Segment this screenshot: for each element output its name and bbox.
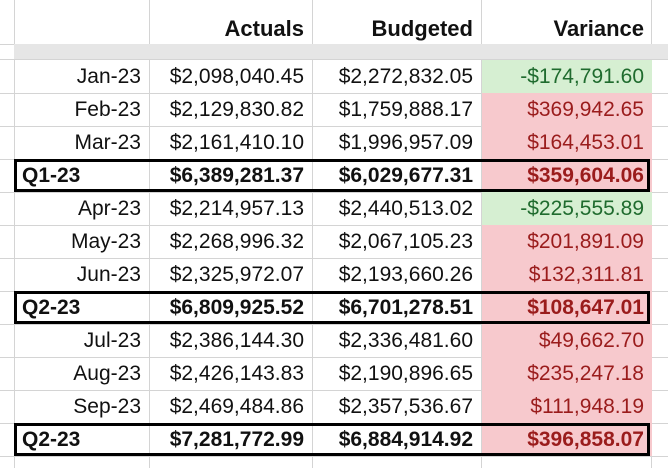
actuals-cell[interactable]: $2,161,410.10 <box>169 131 304 154</box>
budgeted-cell[interactable]: $6,029,677.31 <box>338 164 473 187</box>
row-label-cell[interactable]: Feb-23 <box>74 98 141 121</box>
actuals-cell[interactable]: $2,098,040.45 <box>169 65 304 88</box>
row-gridline <box>0 59 668 60</box>
actuals-cell[interactable]: $2,268,996.32 <box>169 230 304 253</box>
variance-cell[interactable]: $108,647.01 <box>482 291 652 324</box>
row-gridline <box>0 192 668 193</box>
row-gridline <box>0 324 668 325</box>
variance-cell[interactable]: $396,858.07 <box>482 423 652 456</box>
row-gridline <box>0 93 668 94</box>
table-row: Jan-23 $2,098,040.45 $2,272,832.05 -$174,79… <box>0 60 668 93</box>
table-row: May-23 $2,268,996.32 $2,067,105.23 $201,891… <box>0 225 668 258</box>
budgeted-cell[interactable]: $1,759,888.17 <box>338 98 473 121</box>
header-row: Actuals Budgeted Variance <box>0 14 668 47</box>
quarter-total-row: Q1-23 $6,389,281.37 $6,029,677.31 $359,604.… <box>0 159 668 192</box>
row-label-cell[interactable]: Jun-23 <box>76 263 141 286</box>
budgeted-cell[interactable]: $2,336,481.60 <box>338 329 473 352</box>
budgeted-cell[interactable]: $2,440,513.02 <box>338 197 473 220</box>
actuals-cell[interactable]: $2,426,143.83 <box>169 362 304 385</box>
row-gridline <box>0 126 668 127</box>
variance-cell[interactable]: $132,311.81 <box>482 258 652 291</box>
actuals-cell[interactable]: $7,281,772.99 <box>169 428 304 451</box>
actuals-cell[interactable]: $2,214,957.13 <box>169 197 304 220</box>
table-row: Jul-23 $2,386,144.30 $2,336,481.60 $49,662.… <box>0 324 668 357</box>
row-label-cell[interactable]: Mar-23 <box>74 131 141 154</box>
row-gridline <box>0 390 668 391</box>
row-label-cell[interactable]: Apr-23 <box>77 197 141 220</box>
variance-cell[interactable]: $201,891.09 <box>482 225 652 258</box>
quarter-total-row: Q2-23 $6,809,925.52 $6,701,278.51 $108,647.… <box>0 291 668 324</box>
row-label-cell[interactable]: Q2-23 <box>22 428 81 451</box>
row-label-cell[interactable]: Aug-23 <box>73 362 141 385</box>
row-gridline <box>0 258 668 259</box>
variance-cell[interactable]: -$225,555.89 <box>482 192 652 225</box>
budgeted-cell[interactable]: $2,272,832.05 <box>338 65 473 88</box>
budgeted-cell[interactable]: $2,067,105.23 <box>338 230 473 253</box>
row-label-cell[interactable]: Q2-23 <box>22 296 81 319</box>
variance-cell[interactable]: -$174,791.60 <box>482 60 652 93</box>
table-row: Feb-23 $2,129,830.82 $1,759,888.17 $369,942… <box>0 93 668 126</box>
table-row: Jun-23 $2,325,972.07 $2,193,660.26 $132,311… <box>0 258 668 291</box>
row-label-cell[interactable]: May-23 <box>70 230 141 253</box>
table-row: Apr-23 $2,214,957.13 $2,440,513.02 -$225,55… <box>0 192 668 225</box>
column-gridline <box>481 0 482 468</box>
header-budgeted[interactable]: Budgeted <box>371 16 473 41</box>
variance-cell[interactable]: $164,453.01 <box>482 126 652 159</box>
actuals-cell[interactable]: $2,386,144.30 <box>169 329 304 352</box>
row-gridline <box>0 456 668 457</box>
table-row: Aug-23 $2,426,143.83 $2,190,896.65 $235,247… <box>0 357 668 390</box>
variance-cell[interactable]: $49,662.70 <box>482 324 652 357</box>
budgeted-cell[interactable]: $6,884,914.92 <box>338 428 473 451</box>
blank-row[interactable] <box>14 44 668 59</box>
actuals-cell[interactable]: $6,809,925.52 <box>169 296 304 319</box>
actuals-cell[interactable]: $2,325,972.07 <box>169 263 304 286</box>
header-variance[interactable]: Variance <box>553 16 644 41</box>
table-row: Sep-23 $2,469,484.86 $2,357,536.67 $111,948… <box>0 390 668 423</box>
budgeted-cell[interactable]: $2,190,896.65 <box>338 362 473 385</box>
row-label-cell[interactable]: Sep-23 <box>73 395 141 418</box>
column-gridline <box>14 0 15 468</box>
actuals-cell[interactable]: $2,129,830.82 <box>169 98 304 121</box>
variance-cell[interactable]: $359,604.06 <box>482 159 652 192</box>
header-actuals[interactable]: Actuals <box>224 16 304 41</box>
table-row: Mar-23 $2,161,410.10 $1,996,957.09 $164,453… <box>0 126 668 159</box>
row-label-cell[interactable]: Jul-23 <box>83 329 141 352</box>
variance-cell[interactable]: $369,942.65 <box>482 93 652 126</box>
budgeted-cell[interactable]: $2,357,536.67 <box>338 395 473 418</box>
row-label-cell[interactable]: Q1-23 <box>22 164 81 187</box>
budgeted-cell[interactable]: $6,701,278.51 <box>338 296 473 319</box>
column-gridline <box>149 0 150 468</box>
actuals-cell[interactable]: $6,389,281.37 <box>169 164 304 187</box>
quarter-total-row: Q2-23 $7,281,772.99 $6,884,914.92 $396,858.… <box>0 423 668 456</box>
actuals-cell[interactable]: $2,469,484.86 <box>169 395 304 418</box>
column-gridline <box>312 0 313 468</box>
row-gridline <box>0 225 668 226</box>
variance-cell[interactable]: $235,247.18 <box>482 357 652 390</box>
budgeted-cell[interactable]: $2,193,660.26 <box>338 263 473 286</box>
row-gridline <box>0 357 668 358</box>
variance-cell[interactable]: $111,948.19 <box>482 390 652 423</box>
row-label-cell[interactable]: Jan-23 <box>76 65 141 88</box>
budgeted-cell[interactable]: $1,996,957.09 <box>338 131 473 154</box>
